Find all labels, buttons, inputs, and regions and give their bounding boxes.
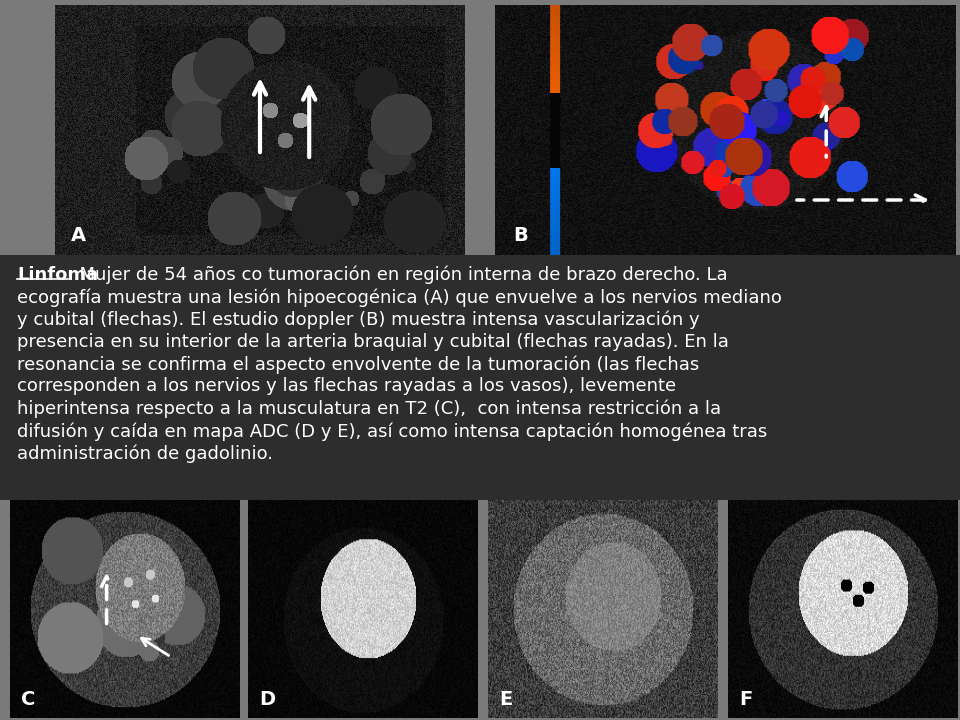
Text: difusión y caída en mapa ADC (D y E), así como intensa captación homogénea tras: difusión y caída en mapa ADC (D y E), as… (17, 422, 768, 441)
Text: . Mujer de 54 años co tumoración en región interna de brazo derecho. La: . Mujer de 54 años co tumoración en regi… (67, 266, 728, 284)
Text: resonancia se confirma el aspecto envolvente de la tumoración (las flechas: resonancia se confirma el aspecto envolv… (17, 355, 700, 374)
Text: E: E (499, 690, 513, 709)
Text: A: A (71, 226, 86, 245)
Text: B: B (514, 226, 528, 245)
Text: ecografía muestra una lesión hipoecogénica (A) que envuelve a los nervios median: ecografía muestra una lesión hipoecogéni… (17, 288, 782, 307)
Text: hiperintensa respecto a la musculatura en T2 (C),  con intensa restricción a la: hiperintensa respecto a la musculatura e… (17, 400, 721, 418)
Text: D: D (259, 690, 276, 709)
Text: Linfoma: Linfoma (17, 266, 99, 284)
FancyBboxPatch shape (0, 255, 960, 500)
Text: presencia en su interior de la arteria braquial y cubital (flechas rayadas). En : presencia en su interior de la arteria b… (17, 333, 730, 351)
Text: administración de gadolinio.: administración de gadolinio. (17, 444, 274, 463)
Text: C: C (21, 690, 36, 709)
Text: y cubital (flechas). El estudio doppler (B) muestra intensa vascularización y: y cubital (flechas). El estudio doppler … (17, 310, 700, 329)
Text: F: F (739, 690, 753, 709)
Text: corresponden a los nervios y las flechas rayadas a los vasos), levemente: corresponden a los nervios y las flechas… (17, 377, 677, 395)
